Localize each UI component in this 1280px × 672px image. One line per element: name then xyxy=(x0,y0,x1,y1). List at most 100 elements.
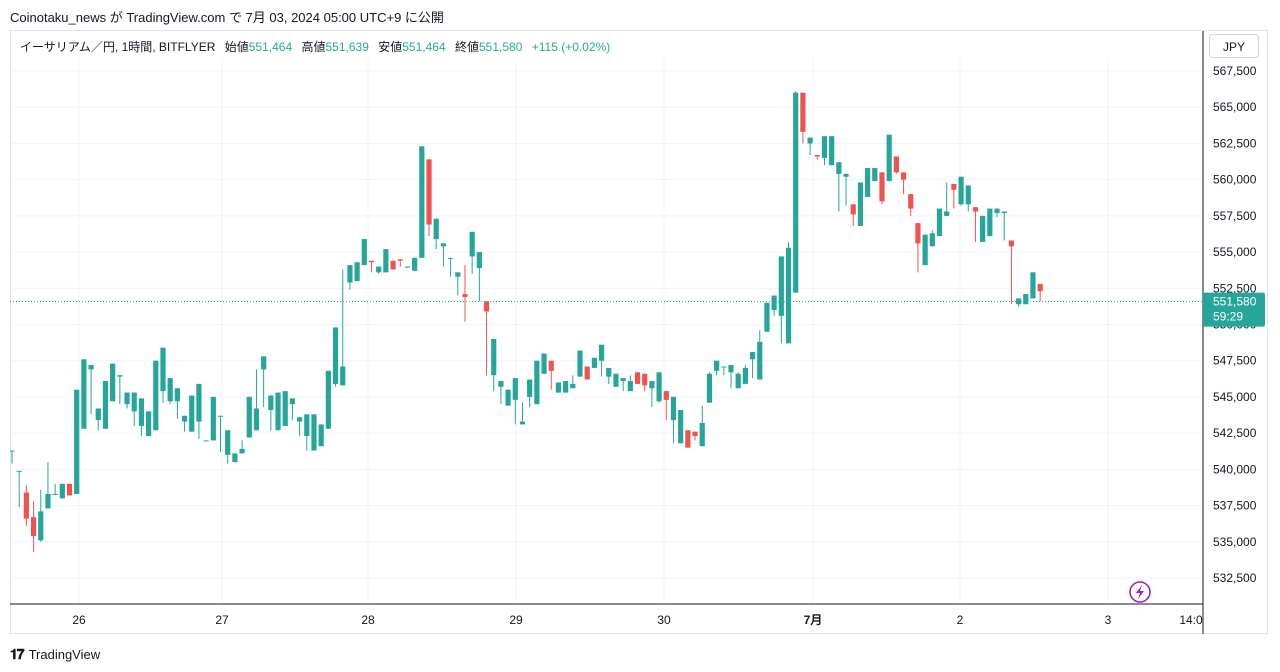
candle-up xyxy=(196,383,202,422)
candle-up xyxy=(282,391,288,426)
price-badge xyxy=(1203,292,1265,327)
candle-up xyxy=(591,357,597,368)
candle-up xyxy=(1030,272,1036,299)
candle-up xyxy=(469,231,475,257)
legend-close-value: 551,580 xyxy=(479,40,523,54)
x-tick-label: 3 xyxy=(1105,613,1112,627)
candle-down xyxy=(951,183,957,190)
candle-up xyxy=(757,341,763,380)
y-tick-label: 532,500 xyxy=(1213,571,1257,585)
candle-up xyxy=(598,344,605,361)
candle-up xyxy=(721,366,727,368)
candle-up xyxy=(958,176,964,205)
candle-up xyxy=(771,295,777,311)
candle-up xyxy=(821,136,828,158)
candle-up xyxy=(742,367,748,384)
y-tick-label: 560,000 xyxy=(1213,173,1257,187)
candle-up xyxy=(59,483,65,499)
y-tick-label: 542,500 xyxy=(1213,426,1257,440)
candle-up xyxy=(728,365,734,373)
candle-up xyxy=(138,398,145,426)
candle-up xyxy=(318,424,324,447)
candle-up xyxy=(45,493,51,509)
lightning-icon xyxy=(1129,581,1151,603)
candle-down xyxy=(23,492,29,519)
candle-up xyxy=(210,396,216,441)
candle-down xyxy=(900,172,907,180)
candle-up xyxy=(174,388,180,402)
candle-up xyxy=(110,363,116,402)
candle-up xyxy=(361,239,367,266)
candle-down xyxy=(426,159,432,225)
candle-up xyxy=(656,372,662,402)
candle-up xyxy=(922,234,928,266)
candle-up xyxy=(944,211,950,216)
candle-up xyxy=(325,370,331,429)
legend-symbol[interactable]: イーサリアム／円, 1時間, BITFLYER xyxy=(20,40,216,54)
y-tick-label: 557,500 xyxy=(1213,209,1257,223)
candle-up xyxy=(872,168,878,182)
candle-down xyxy=(30,517,37,536)
legend-open-label: 始値 xyxy=(224,40,249,54)
candle-up xyxy=(613,373,619,387)
candle-up xyxy=(678,409,684,444)
candle-up xyxy=(239,449,245,454)
candle-up xyxy=(440,243,446,247)
candle-up xyxy=(102,380,109,429)
candle-down xyxy=(972,207,979,212)
legend-high-value: 551,639 xyxy=(325,40,369,54)
candle-up xyxy=(735,373,741,389)
candle-up xyxy=(476,252,482,269)
x-tick-label: 28 xyxy=(361,613,375,627)
currency-button[interactable]: JPY xyxy=(1209,34,1259,58)
x-tick-label: 29 xyxy=(509,613,523,627)
x-tick-label: 7月 xyxy=(804,613,823,627)
candle-up xyxy=(447,257,454,259)
candle-up xyxy=(606,367,612,377)
candle-up xyxy=(865,168,871,198)
candle-up xyxy=(217,415,224,417)
y-tick-label: 565,000 xyxy=(1213,100,1257,114)
y-tick-label: 552,500 xyxy=(1213,281,1257,295)
candle-down xyxy=(663,391,669,400)
candle-up xyxy=(340,366,346,386)
candle-up xyxy=(376,266,382,273)
candle-up xyxy=(785,247,792,344)
candle-up xyxy=(160,347,166,392)
candle-up xyxy=(246,396,252,438)
candle-up xyxy=(829,136,835,166)
candle-up xyxy=(577,350,583,377)
candle-up xyxy=(203,440,209,442)
tradingview-logo-icon: 𝟏𝟕 xyxy=(10,646,25,662)
candle-up xyxy=(412,257,418,271)
candle-up xyxy=(1001,211,1007,213)
candle-down xyxy=(814,155,820,157)
chart-frame xyxy=(10,30,1268,634)
candle-up xyxy=(1023,294,1029,305)
candle-up xyxy=(555,382,562,393)
candle-up xyxy=(189,395,195,432)
candle-up xyxy=(843,173,849,177)
candle-up xyxy=(965,185,971,205)
candle-up xyxy=(124,392,130,405)
footer-brand-label[interactable]: TradingView xyxy=(28,647,101,662)
y-tick-label: 562,500 xyxy=(1213,136,1257,150)
candle-down xyxy=(548,360,554,371)
candle-up xyxy=(670,396,677,421)
candle-up xyxy=(38,511,44,541)
candle-up xyxy=(699,423,705,447)
candle-down xyxy=(1037,283,1043,292)
candle-up xyxy=(261,356,267,370)
legend-change: +115 (+0.02%) xyxy=(531,40,611,54)
x-tick-label: 14:0 xyxy=(1179,613,1203,627)
x-tick-label: 27 xyxy=(215,613,229,627)
candle-down xyxy=(66,483,73,496)
candle-down xyxy=(584,366,590,380)
candle-up xyxy=(253,408,260,431)
candle-up xyxy=(74,389,80,494)
candle-up xyxy=(570,383,576,389)
candle-down xyxy=(642,373,648,386)
y-tick-label: 555,000 xyxy=(1213,245,1257,259)
x-tick-label: 30 xyxy=(657,613,671,627)
